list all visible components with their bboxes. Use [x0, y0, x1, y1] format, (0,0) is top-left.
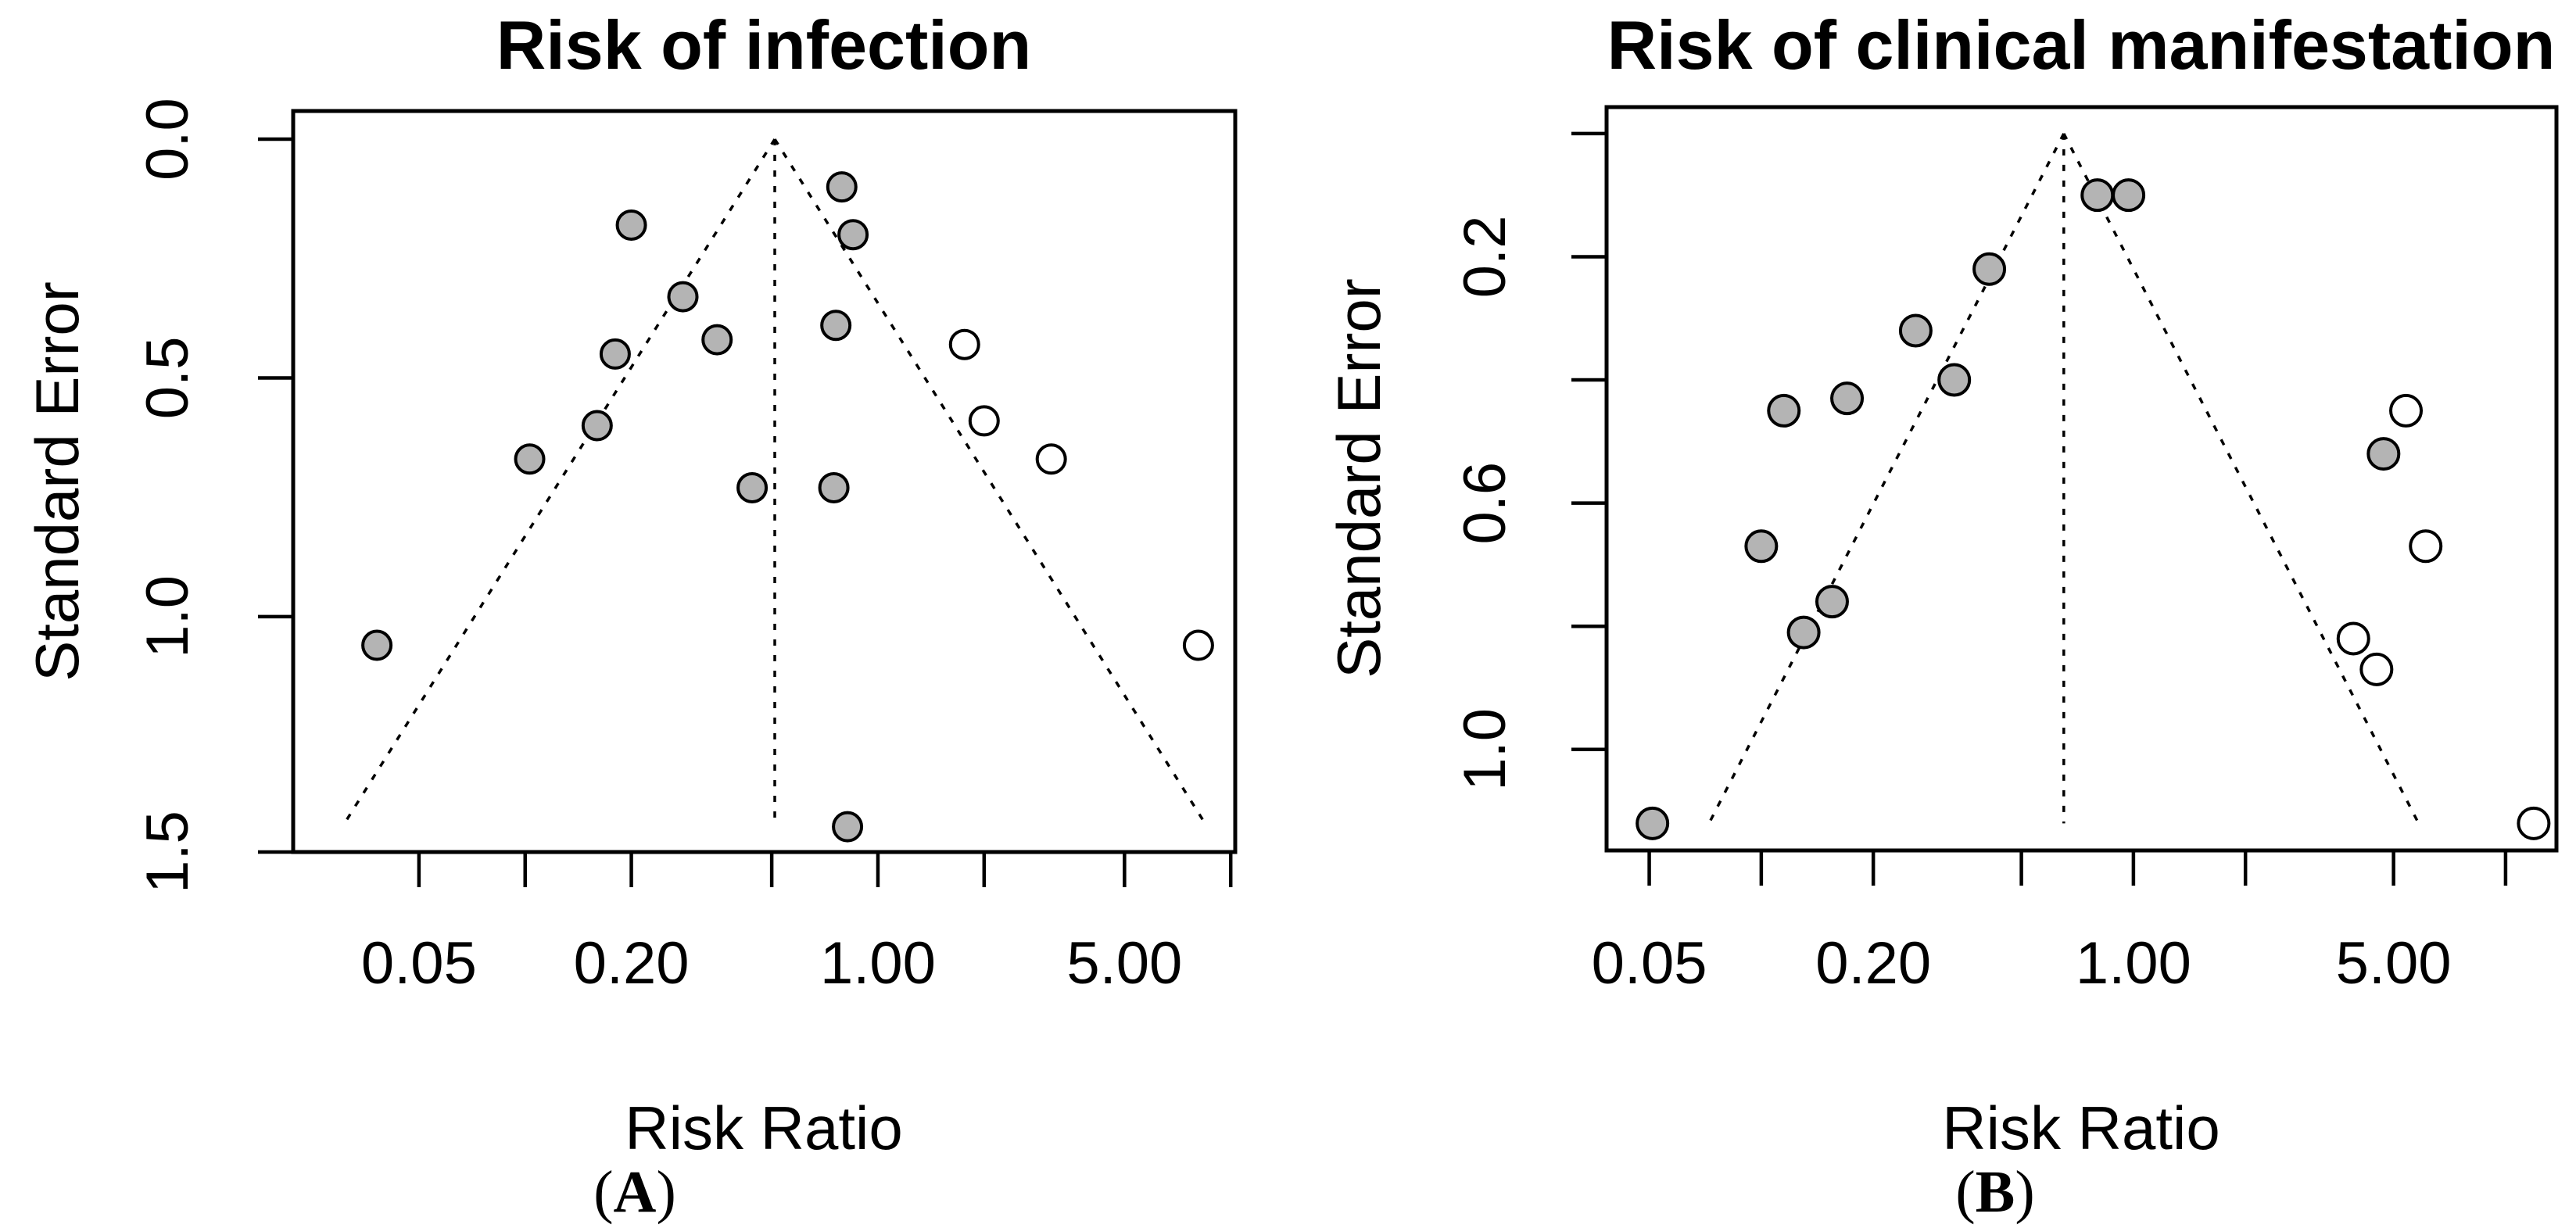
- study-data-point-shaded-studies: [1636, 806, 1670, 840]
- x-axis-tick-label: 0.20: [574, 930, 690, 997]
- panel-a-y-axis-label: Standard Error: [23, 281, 91, 682]
- panel-b-dynamic: 0.05 0.20 1.00 5.00 0.2 0.6 1.0: [1452, 105, 2559, 997]
- panel-a-letter-text: A: [614, 1159, 657, 1225]
- study-data-point-shaded-studies: [1937, 363, 1972, 397]
- study-data-point-shaded-studies: [701, 324, 733, 356]
- study-data-point-shaded-studies: [1815, 585, 1849, 619]
- study-data-point-shaded-studies: [615, 209, 647, 241]
- study-data-point-shaded-studies: [667, 281, 699, 313]
- x-axis-tick-label: 0.05: [361, 930, 477, 997]
- x-axis-tick-label: 1.00: [2076, 930, 2191, 997]
- panel-a-x-axis-label: Risk Ratio: [625, 1094, 902, 1162]
- study-data-point-shaded-studies: [832, 811, 864, 843]
- study-data-point-shaded-studies: [837, 219, 869, 251]
- study-data-point-shaded-studies: [818, 471, 850, 503]
- funnel-right-boundary-line: [2062, 133, 2420, 825]
- panel-b-letter-close-paren: ): [2015, 1159, 2034, 1225]
- study-data-point-shaded-studies: [826, 171, 858, 203]
- x-axis-tick-label: 5.00: [2336, 930, 2452, 997]
- y-axis-tick-label: 0.0: [134, 98, 201, 181]
- study-data-point-open-studies: [2389, 393, 2424, 428]
- study-data-point-open-studies: [968, 405, 1000, 437]
- study-data-point-shaded-studies: [581, 410, 613, 442]
- study-data-point-shaded-studies: [599, 338, 631, 370]
- study-data-point-shaded-studies: [2080, 178, 2115, 213]
- panel-b-letter-text: B: [1976, 1159, 2015, 1225]
- study-data-point-open-studies: [1035, 443, 1067, 475]
- study-data-point-shaded-studies: [361, 629, 393, 661]
- y-axis-tick-label: 1.5: [134, 811, 201, 893]
- panel-a-letter-close-paren: ): [656, 1159, 675, 1225]
- study-data-point-shaded-studies: [820, 310, 852, 342]
- y-axis-tick-label: 1.0: [134, 575, 201, 658]
- panel-b-letter: (B): [1955, 1159, 2034, 1225]
- panel-b-title: Risk of clinical manifestation: [1607, 6, 2556, 84]
- x-axis-tick-label: 1.00: [820, 930, 936, 997]
- x-axis-tick-label: 0.20: [1815, 930, 1931, 997]
- funnel-left-boundary-line: [344, 138, 776, 823]
- study-data-point-shaded-studies: [1744, 529, 1779, 564]
- study-data-point-open-studies: [1182, 629, 1214, 661]
- panel-b-letter-open-paren: (: [1955, 1159, 1975, 1225]
- panel-b-x-axis-label: Risk Ratio: [1942, 1094, 2220, 1162]
- y-axis-tick-label: 0.2: [1452, 216, 1518, 299]
- study-data-point-open-studies: [2517, 806, 2551, 840]
- panel-a-letter-open-paren: (: [593, 1159, 613, 1225]
- x-axis-tick-label: 0.05: [1592, 930, 1707, 997]
- panel-a-title: Risk of infection: [496, 6, 1032, 84]
- study-data-point-open-studies: [2336, 621, 2370, 656]
- y-axis-tick-label: 0.5: [134, 337, 201, 420]
- study-data-point-shaded-studies: [1972, 252, 2007, 286]
- panel-a-dynamic: 0.05 0.20 1.00 5.00 0.0 0.5 1.0 1.5: [134, 98, 1238, 997]
- panel-b-y-axis-label: Standard Error: [1324, 278, 1393, 678]
- y-axis-tick-label: 1.0: [1452, 708, 1518, 791]
- study-data-point-shaded-studies: [2112, 178, 2146, 213]
- y-axis-tick-label: 0.6: [1452, 462, 1518, 545]
- study-data-point-shaded-studies: [736, 471, 769, 503]
- funnel-left-boundary-line: [1707, 133, 2065, 825]
- plot-box: [291, 109, 1238, 854]
- x-axis-tick-label: 5.00: [1066, 930, 1182, 997]
- panel-a-letter: (A): [593, 1159, 676, 1225]
- study-data-point-open-studies: [2359, 652, 2394, 686]
- study-data-point-shaded-studies: [1830, 381, 1865, 416]
- study-data-point-shaded-studies: [1898, 313, 1933, 348]
- study-data-point-shaded-studies: [514, 443, 546, 475]
- study-data-point-open-studies: [948, 328, 980, 360]
- study-data-point-shaded-studies: [1786, 615, 1821, 650]
- study-data-point-open-studies: [2409, 529, 2443, 564]
- study-data-point-shaded-studies: [2366, 437, 2401, 471]
- study-data-point-shaded-studies: [1767, 393, 1801, 428]
- plot-box: [1604, 105, 2559, 853]
